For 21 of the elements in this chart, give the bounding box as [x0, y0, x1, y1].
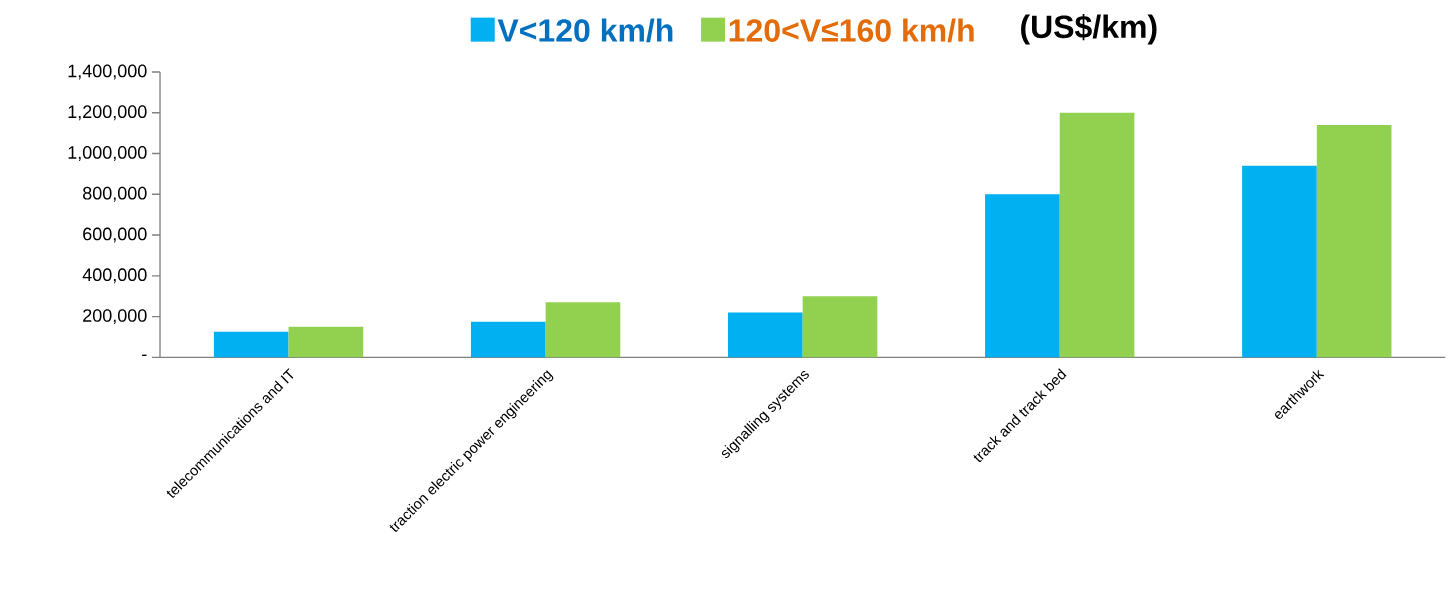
y-axis-title: (US$/km)	[1021, 14, 1157, 45]
y-tick-label: 1,200,000	[68, 105, 147, 121]
bar	[1242, 165, 1317, 358]
bar	[288, 326, 364, 358]
bar	[545, 302, 621, 358]
legend-label: 120<V≤160 km/h	[729, 18, 974, 43]
bar	[1316, 125, 1392, 358]
bar	[728, 312, 803, 358]
bar	[985, 194, 1060, 358]
bar	[470, 321, 546, 358]
y-tick-label: 1,000,000	[68, 146, 147, 162]
y-tick-label: -	[142, 354, 147, 357]
y-tick-label: 200,000	[83, 309, 147, 325]
bar	[213, 332, 289, 358]
y-tick-label: 600,000	[83, 227, 147, 243]
legend-label: V<120 km/h	[497, 18, 673, 43]
bar	[802, 296, 878, 358]
y-tick-label: 800,000	[83, 187, 147, 202]
y-tick-label: 1,400,000	[68, 64, 147, 80]
bar	[1059, 112, 1135, 358]
y-tick-label: 400,000	[82, 268, 147, 284]
